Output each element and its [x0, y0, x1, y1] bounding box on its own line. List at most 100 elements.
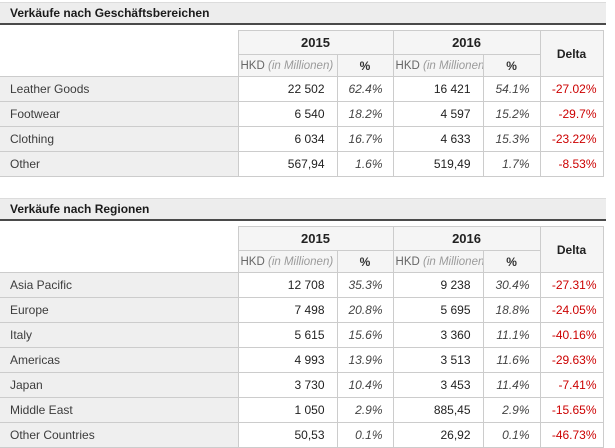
row-label-cell: Japan — [0, 372, 239, 398]
hkd-2015-cell: 50,53 — [237, 422, 338, 448]
section-sales-by-business-area: Verkäufe nach Geschäftsbereichen 2015 20… — [0, 2, 606, 177]
pct-2015-cell: 18.2% — [336, 101, 394, 127]
unit-label: (in Millionen) — [267, 255, 334, 268]
table-row: Other Countries 50,53 0.1% 26,92 0.1% -4… — [0, 422, 604, 448]
pct-2016-cell: 15.3% — [482, 126, 541, 152]
delta-cell: -29.63% — [539, 347, 604, 373]
table-row: Footwear 6 540 18.2% 4 597 15.2% -29.7% — [0, 101, 604, 127]
section-title: Verkäufe nach Regionen — [0, 198, 606, 221]
pct-2016-cell: 2.9% — [482, 397, 541, 423]
year-2016-header: 2016 — [392, 30, 541, 55]
unit-label: (in Millionen) — [267, 59, 334, 72]
hkd-2015-header: HKD (in Millionen) — [237, 54, 338, 77]
currency-label: HKD — [395, 59, 420, 72]
hkd-2016-cell: 9 238 — [392, 272, 484, 298]
hkd-2015-cell: 22 502 — [237, 76, 338, 102]
table-row: Americas 4 993 13.9% 3 513 11.6% -29.63% — [0, 347, 604, 373]
table-row: Italy 5 615 15.6% 3 360 11.1% -40.16% — [0, 322, 604, 348]
row-label-cell: Europe — [0, 297, 239, 323]
unit-header-row: HKD (in Millionen) % HKD (in Millionen) … — [0, 54, 603, 77]
row-label-cell: Asia Pacific — [0, 272, 239, 298]
pct-2015-cell: 20.8% — [336, 297, 394, 323]
delta-cell: -27.31% — [539, 272, 604, 298]
pct-2016-cell: 11.4% — [482, 372, 541, 398]
hkd-2015-header: HKD (in Millionen) — [237, 250, 338, 273]
row-label-cell: Clothing — [0, 126, 239, 152]
year-header-row: 2015 2016 Delta — [0, 30, 604, 77]
delta-cell: -24.05% — [539, 297, 604, 323]
hkd-2015-cell: 5 615 — [237, 322, 338, 348]
delta-cell: -40.16% — [539, 322, 604, 348]
row-label-cell: Footwear — [0, 101, 239, 127]
hkd-2016-cell: 16 421 — [392, 76, 484, 102]
pct-2016-cell: 15.2% — [482, 101, 541, 127]
hkd-2016-cell: 4 597 — [392, 101, 484, 127]
sales-by-business-area-table: 2015 2016 Delta HKD (in Millionen) % HKD… — [0, 30, 604, 177]
hkd-2015-cell: 4 993 — [237, 347, 338, 373]
pct-2016-header: % — [482, 250, 541, 273]
pct-2015-cell: 35.3% — [336, 272, 394, 298]
unit-label: (in Millionen) — [423, 59, 484, 72]
year-2015-header: 2015 — [237, 226, 394, 251]
hkd-2015-cell: 567,94 — [237, 151, 338, 177]
year-2016-header: 2016 — [392, 226, 541, 251]
pct-2015-header: % — [336, 54, 394, 77]
hkd-2016-cell: 3 360 — [392, 322, 484, 348]
delta-cell: -46.73% — [539, 422, 604, 448]
pct-2016-cell: 30.4% — [482, 272, 541, 298]
pct-2015-cell: 13.9% — [336, 347, 394, 373]
currency-label: HKD — [240, 255, 265, 268]
pct-2016-cell: 0.1% — [482, 422, 541, 448]
pct-2016-cell: 11.6% — [482, 347, 541, 373]
delta-cell: -7.41% — [539, 372, 604, 398]
pct-2015-cell: 15.6% — [336, 322, 394, 348]
row-label-cell: Leather Goods — [0, 76, 239, 102]
hkd-2016-cell: 519,49 — [392, 151, 484, 177]
corner-cell — [0, 30, 239, 77]
pct-2015-cell: 1.6% — [336, 151, 394, 177]
table-row: Europe 7 498 20.8% 5 695 18.8% -24.05% — [0, 297, 604, 323]
delta-header: Delta — [539, 226, 604, 273]
hkd-2016-cell: 885,45 — [392, 397, 484, 423]
hkd-2015-cell: 6 034 — [237, 126, 338, 152]
pct-2015-cell: 10.4% — [336, 372, 394, 398]
year-header-row: 2015 2016 Delta — [0, 226, 604, 273]
delta-cell: -23.22% — [539, 126, 604, 152]
pct-2016-cell: 11.1% — [482, 322, 541, 348]
hkd-2015-cell: 6 540 — [237, 101, 338, 127]
section-title: Verkäufe nach Geschäftsbereichen — [0, 2, 606, 25]
row-label-cell: Other — [0, 151, 239, 177]
table-row: Leather Goods 22 502 62.4% 16 421 54.1% … — [0, 76, 604, 102]
hkd-2016-header: HKD (in Millionen) — [392, 54, 484, 77]
delta-cell: -29.7% — [539, 101, 604, 127]
pct-2015-cell: 16.7% — [336, 126, 394, 152]
hkd-2015-cell: 7 498 — [237, 297, 338, 323]
table-row: Middle East 1 050 2.9% 885,45 2.9% -15.6… — [0, 397, 604, 423]
sales-by-region-table: 2015 2016 Delta HKD (in Millionen) % HKD… — [0, 226, 604, 448]
currency-label: HKD — [240, 59, 265, 72]
pct-2015-header: % — [336, 250, 394, 273]
delta-header: Delta — [539, 30, 604, 77]
hkd-2015-cell: 3 730 — [237, 372, 338, 398]
pct-2016-cell: 1.7% — [482, 151, 541, 177]
section-sales-by-region: Verkäufe nach Regionen 2015 2016 Delta H… — [0, 198, 606, 448]
delta-cell: -15.65% — [539, 397, 604, 423]
delta-cell: -27.02% — [539, 76, 604, 102]
row-label-cell: Americas — [0, 347, 239, 373]
hkd-2016-cell: 26,92 — [392, 422, 484, 448]
pct-2016-header: % — [482, 54, 541, 77]
table-row: Asia Pacific 12 708 35.3% 9 238 30.4% -2… — [0, 272, 604, 298]
hkd-2016-cell: 4 633 — [392, 126, 484, 152]
pct-2015-cell: 2.9% — [336, 397, 394, 423]
hkd-2016-cell: 3 513 — [392, 347, 484, 373]
pct-2015-cell: 62.4% — [336, 76, 394, 102]
hkd-2016-cell: 3 453 — [392, 372, 484, 398]
pct-2015-cell: 0.1% — [336, 422, 394, 448]
row-label-cell: Other Countries — [0, 422, 239, 448]
hkd-2015-cell: 1 050 — [237, 397, 338, 423]
currency-label: HKD — [395, 255, 420, 268]
row-label-cell: Middle East — [0, 397, 239, 423]
corner-cell — [0, 226, 239, 273]
table-row: Clothing 6 034 16.7% 4 633 15.3% -23.22% — [0, 126, 604, 152]
